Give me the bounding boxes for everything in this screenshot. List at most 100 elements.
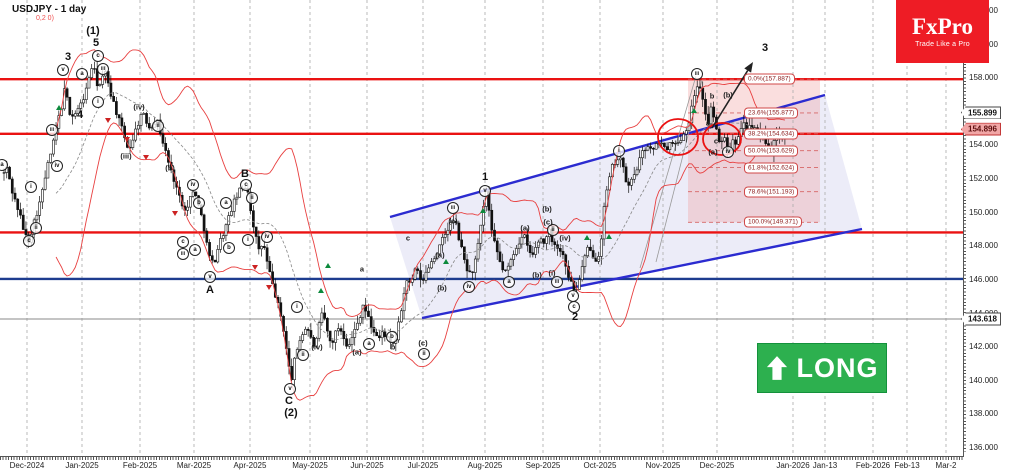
buy-marker [691, 108, 697, 113]
fib-level-label: 38.2%(154.634) [744, 128, 799, 140]
wave-label: iii [46, 124, 58, 136]
time-axis-label: Feb-13 [894, 461, 920, 470]
wave-label: b [193, 197, 205, 209]
sell-marker [172, 211, 178, 216]
fib-level-label: 78.6%(151.193) [744, 186, 799, 198]
wave-label: iii [691, 68, 703, 80]
wave-label: v [57, 64, 69, 76]
highlight-circle [657, 118, 699, 156]
wave-label: 1 [481, 171, 489, 183]
wave-label: c [713, 136, 719, 146]
time-axis-label: Jan-2026 [776, 461, 810, 470]
time-axis-label: Jan-2025 [65, 461, 99, 470]
sell-marker [124, 137, 130, 142]
price-axis-label: 142.000 [969, 342, 998, 352]
wave-label: iv [51, 160, 63, 172]
projection-arrow-line [711, 70, 749, 129]
wave-label: i [25, 181, 37, 193]
wave-label: b [386, 331, 398, 343]
wave-label: iv [187, 179, 199, 191]
wave-label: (iv) [133, 102, 145, 112]
wave-label: c [568, 301, 580, 313]
wave-label: v [479, 185, 491, 197]
wave-label: c [240, 179, 252, 191]
wave-label: ii [246, 192, 258, 204]
time-axis-label: Apr-2025 [233, 461, 267, 470]
wave-label: iv [261, 231, 273, 243]
symbol-label: USDJPY - 1 day [12, 4, 87, 15]
time-axis-label: Jul-2025 [407, 461, 439, 470]
price-axis[interactable] [963, 6, 966, 452]
fxpro-logo-name: FxPro [912, 14, 973, 39]
buy-marker [325, 263, 331, 268]
fib-level-label: 23.6%(155.877) [744, 107, 799, 119]
price-axis-label: 154.000 [969, 140, 998, 150]
wave-label: a [363, 338, 375, 350]
wave-label: iv [722, 146, 734, 158]
wave-label: ii [152, 120, 164, 132]
wave-label: b [223, 242, 235, 254]
buy-marker [56, 105, 62, 110]
wave-label: (b) [165, 163, 175, 173]
wave-label: (iv) [559, 233, 571, 243]
projection-arrow-head [744, 62, 753, 73]
fxpro-logo-tagline: Trade Like a Pro [915, 41, 970, 48]
wave-label: a [359, 264, 365, 274]
wave-label: (c) [543, 217, 553, 227]
indicator-label: 0,2 0) [36, 15, 54, 22]
long-signal-badge: LONG [757, 343, 887, 393]
wave-label: (i) [548, 268, 556, 278]
wave-label: (b) [532, 270, 542, 280]
wave-label: 5 [92, 37, 100, 49]
buy-marker [584, 235, 590, 240]
wave-label: i [92, 96, 104, 108]
price-axis-label: 136.000 [969, 443, 998, 453]
band-upper-line [55, 49, 785, 318]
fib-level-label: 61.8%(152.624) [744, 162, 799, 174]
wave-label: (a) [435, 250, 445, 260]
wave-label: iii [447, 202, 459, 214]
wave-label: ii [297, 349, 309, 361]
wave-label: iii [551, 276, 563, 288]
wave-label: a [220, 197, 232, 209]
wave-label: (1) [86, 25, 100, 37]
price-tag: 155.899 [961, 106, 1001, 120]
chart-canvas[interactable] [0, 0, 964, 457]
time-axis-label: Sep-2025 [525, 461, 561, 470]
time-axis-label: Dec-2024 [9, 461, 45, 470]
sell-marker [252, 265, 258, 270]
fxpro-logo: FxPro Trade Like a Pro [896, 0, 989, 63]
wave-label: a [189, 244, 201, 256]
price-tag: 154.896 [961, 122, 1001, 136]
wave-label: i [613, 145, 625, 157]
price-axis-label: 152.000 [969, 174, 998, 184]
wave-label: v [204, 271, 216, 283]
wave-label: c [177, 236, 189, 248]
wave-label: i [242, 234, 254, 246]
wave-label: iii [97, 63, 109, 75]
wave-label: c [92, 50, 104, 62]
fib-level-label: 50.0%(153.629) [744, 145, 799, 157]
up-arrow-icon [766, 356, 787, 380]
wave-label: iv [463, 281, 475, 293]
wave-label: (a) [708, 147, 718, 157]
wave-label: (c) [448, 216, 458, 226]
buy-marker [480, 208, 486, 213]
price-axis-label: 146.000 [969, 274, 998, 284]
wave-label: (a) [520, 223, 530, 233]
time-axis-label: Feb-2026 [855, 461, 891, 470]
wave-label: a [503, 276, 515, 288]
wave-label: v [284, 383, 296, 395]
time-axis[interactable] [0, 457, 963, 460]
wave-label: B [241, 168, 249, 180]
time-axis-label: Jan-13 [812, 461, 838, 470]
buy-marker [318, 288, 324, 293]
sell-marker [266, 285, 272, 290]
wave-label: b [390, 342, 396, 352]
wave-label: (b) [723, 90, 733, 100]
wave-label: (iv) [311, 342, 323, 352]
wave-label: a [76, 68, 88, 80]
time-axis-label: Jun-2025 [350, 461, 384, 470]
time-axis-label: Feb-2025 [122, 461, 158, 470]
